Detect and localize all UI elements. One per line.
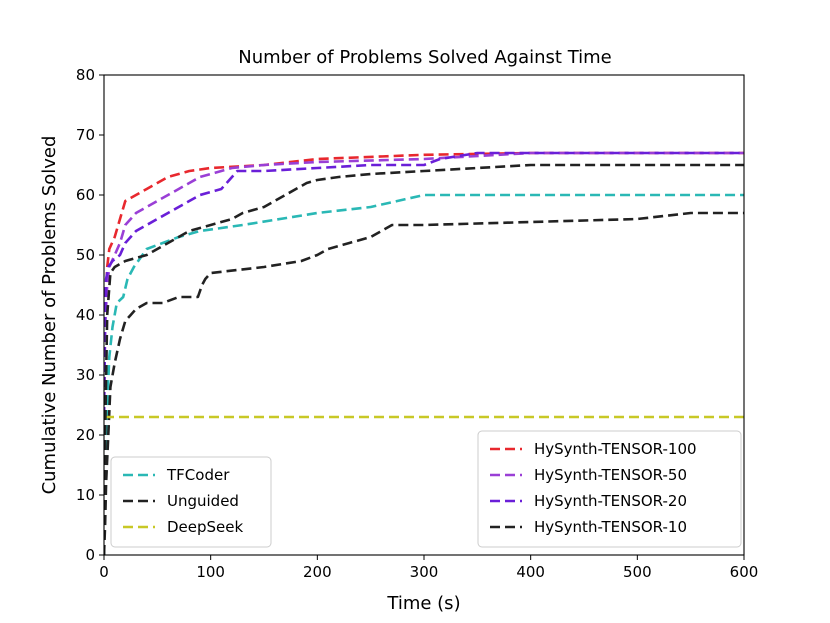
plot-lines [104,151,744,555]
x-tick-label: 100 [196,563,225,581]
y-tick-label: 60 [76,186,95,204]
legend-box [110,456,272,548]
x-axis: 0 100 200 300 400 500 600 [99,555,758,581]
y-tick-label: 70 [76,126,95,144]
x-tick-label: 300 [410,563,439,581]
series-line-hysynth-tensor-20 [104,151,744,418]
y-tick-label: 10 [76,486,95,504]
x-tick-label: 0 [99,563,109,581]
x-tick-label: 600 [730,563,759,581]
legend-lower-right: HySynth-TENSOR-100 HySynth-TENSOR-50 HySyn… [477,430,742,548]
y-axis: 0 10 20 30 40 50 60 70 80 [76,66,104,564]
x-axis-label: Time (s) [386,593,460,614]
y-tick-label: 30 [76,366,95,384]
chart-title: Number of Problems Solved Against Time [238,47,612,68]
series-line-hysynth-tensor-10 [104,163,744,555]
legend-label: Unguided [167,492,239,510]
series-line-tfcoder [104,193,744,555]
y-tick-label: 80 [76,66,95,84]
legend-label: HySynth-TENSOR-50 [534,466,687,484]
legend-label: HySynth-TENSOR-20 [534,492,687,510]
legend-label: DeepSeek [167,518,244,536]
legend-label: HySynth-TENSOR-100 [534,440,697,458]
y-tick-label: 0 [85,546,95,564]
x-tick-label: 500 [623,563,652,581]
legend-label: HySynth-TENSOR-10 [534,518,687,536]
series-line-hysynth-tensor-100 [104,151,744,418]
legend-lower-left: TFCoder Unguided DeepSeek [110,456,272,548]
series-line-unguided [104,211,744,555]
y-tick-label: 20 [76,426,95,444]
x-tick-label: 400 [516,563,545,581]
x-tick-label: 200 [303,563,332,581]
y-tick-label: 50 [76,246,95,264]
series-line-hysynth-tensor-50 [104,151,744,418]
legend-box [477,430,742,548]
y-axis-label: Cumulative Number of Problems Solved [39,136,60,495]
y-tick-label: 40 [76,306,95,324]
legend-label: TFCoder [166,466,230,484]
